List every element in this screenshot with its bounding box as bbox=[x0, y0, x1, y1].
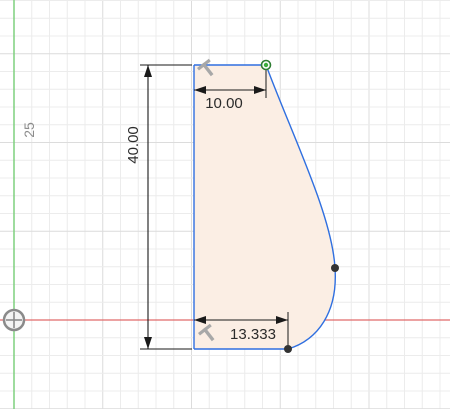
sketch-point-bottom[interactable] bbox=[284, 345, 292, 353]
origin-icon[interactable] bbox=[4, 310, 24, 330]
ruler-label: 25 bbox=[21, 122, 37, 138]
dimension-height-value[interactable]: 40.00 bbox=[125, 126, 142, 164]
dimension-bottom-width-value[interactable]: 13.333 bbox=[230, 326, 276, 343]
sketch-point-spline[interactable] bbox=[331, 264, 339, 272]
sketch-point-active-inner bbox=[264, 63, 268, 67]
dimension-height[interactable]: 40.00 bbox=[125, 65, 192, 349]
dimension-top-width-value[interactable]: 10.00 bbox=[205, 95, 243, 112]
